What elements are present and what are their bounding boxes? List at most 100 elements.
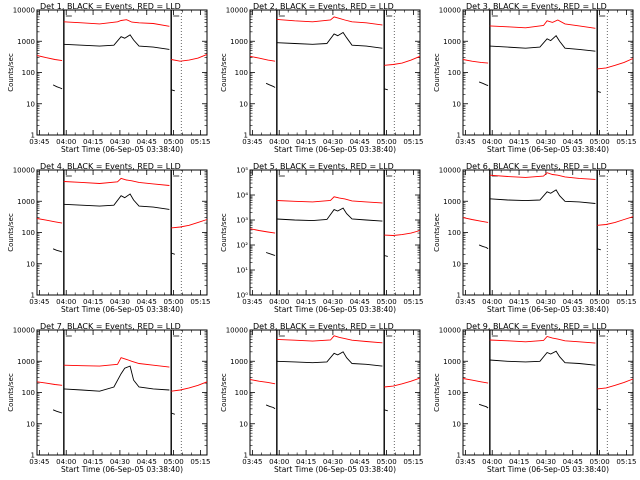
events-series-line <box>63 365 170 392</box>
events-series-line <box>489 189 596 204</box>
y-tick-label: 10000 <box>226 7 248 15</box>
lld-series-line <box>249 379 276 385</box>
panel-title: Det 9, BLACK = Events, RED = LLD <box>466 322 607 331</box>
events-series-line <box>52 409 63 414</box>
lld-series-line <box>462 217 489 223</box>
events-series-line <box>63 193 170 210</box>
lld-series-line <box>249 55 276 62</box>
x-tick-label: 05:15 <box>403 458 423 466</box>
x-tick-label: 05:15 <box>616 138 636 146</box>
lld-series-line <box>597 58 634 70</box>
x-tick-label: 05:15 <box>616 298 636 306</box>
lld-series-line <box>276 335 383 344</box>
lld-series-line <box>63 19 170 27</box>
panel-title: Det 6, BLACK = Events, RED = LLD <box>466 162 607 171</box>
y-tick-label: 1000 <box>443 38 461 46</box>
panel-title: Det 5, BLACK = Events, RED = LLD <box>253 162 394 171</box>
y-tick-label: 10 <box>26 100 35 108</box>
lld-series-line <box>384 230 421 236</box>
x-tick-label: 04:45 <box>563 458 583 466</box>
x-tick-label: 04:00 <box>482 298 502 306</box>
y-tick-label: 1000 <box>17 198 35 206</box>
plot-frame <box>249 169 421 296</box>
y-tick-label: 1000 <box>443 358 461 366</box>
y-tick-label: 100 <box>22 69 35 77</box>
y-axis-label: Counts/sec <box>7 53 15 92</box>
x-tick-label: 05:15 <box>403 298 423 306</box>
lld-series-line <box>384 55 421 66</box>
lld-series-line <box>36 55 63 62</box>
x-tick-label: 05:00 <box>163 138 183 146</box>
x-tick-label: 04:15 <box>296 458 316 466</box>
panel-det-2: Det 2, BLACK = Events, RED = LLD 1 10 100 10… <box>220 2 424 154</box>
events-series-line <box>171 252 175 255</box>
x-tick-label: 03:45 <box>455 298 475 306</box>
x-tick-label: 05:00 <box>376 298 396 306</box>
y-tick-label: 10000 <box>439 167 461 175</box>
panel-det-6: Det 6, BLACK = Events, RED = LLD 1 10 100 10… <box>433 162 637 314</box>
x-tick-label: 04:30 <box>323 298 343 306</box>
y-tick-label: 10000 <box>226 327 248 335</box>
x-tick-label: 04:00 <box>269 138 289 146</box>
x-tick-label: 04:00 <box>482 138 502 146</box>
events-series-line <box>52 248 63 253</box>
x-tick-label: 04:00 <box>56 458 76 466</box>
y-tick-label: 10 <box>452 420 461 428</box>
y-tick-label: 10¹ <box>236 267 248 275</box>
x-tick-label: 05:15 <box>403 138 423 146</box>
y-axis-label: Counts/sec <box>220 373 228 412</box>
x-axis-label: Start Time (06-Sep-05 03:38:40) <box>487 305 609 314</box>
events-series-line <box>478 403 489 409</box>
y-axis-label: Counts/sec <box>7 373 15 412</box>
lld-series-line <box>384 377 421 388</box>
lld-series-line <box>171 53 208 62</box>
x-tick-label: 04:30 <box>110 458 130 466</box>
x-tick-label: 05:00 <box>589 138 609 146</box>
lld-series-line <box>249 228 276 234</box>
x-tick-label: 05:00 <box>376 138 396 146</box>
y-tick-label: 100 <box>235 69 248 77</box>
x-tick-label: 04:45 <box>137 298 157 306</box>
lld-series-line <box>36 218 63 224</box>
x-tick-label: 04:15 <box>83 298 103 306</box>
x-tick-label: 03:45 <box>29 138 49 146</box>
y-tick-label: 1000 <box>230 358 248 366</box>
y-tick-label: 10000 <box>439 327 461 335</box>
y-tick-label: 10 <box>452 260 461 268</box>
x-tick-label: 04:45 <box>137 458 157 466</box>
lld-series-line <box>597 378 634 390</box>
y-axis-label: Counts/sec <box>7 213 15 252</box>
x-tick-label: 05:15 <box>190 458 210 466</box>
lld-series-line <box>171 219 208 229</box>
y-tick-label: 10⁵ <box>236 167 248 175</box>
x-tick-label: 04:30 <box>536 298 556 306</box>
x-tick-label: 04:30 <box>110 138 130 146</box>
x-axis-label: Start Time (06-Sep-05 03:38:40) <box>487 145 609 154</box>
x-tick-label: 03:45 <box>455 458 475 466</box>
x-tick-label: 04:15 <box>296 138 316 146</box>
lld-series-line <box>489 335 596 344</box>
x-tick-label: 03:45 <box>455 138 475 146</box>
events-series-line <box>52 84 63 90</box>
lld-series-line <box>63 357 170 368</box>
x-tick-label: 05:15 <box>616 458 636 466</box>
y-axis-label: Counts/sec <box>433 213 441 252</box>
y-tick-label: 10³ <box>236 217 248 225</box>
x-tick-label: 04:15 <box>83 458 103 466</box>
events-series-line <box>597 248 601 251</box>
events-series-line <box>171 89 175 92</box>
lld-series-line <box>276 16 383 26</box>
y-tick-label: 100 <box>22 229 35 237</box>
x-tick-label: 03:45 <box>242 138 262 146</box>
y-tick-label: 10 <box>452 100 461 108</box>
lld-series-line <box>36 381 63 386</box>
x-tick-label: 04:30 <box>536 458 556 466</box>
x-tick-label: 04:00 <box>269 458 289 466</box>
y-axis-label: Counts/sec <box>433 373 441 412</box>
events-series-line <box>597 408 601 411</box>
events-series-line <box>265 82 276 88</box>
x-tick-label: 05:15 <box>190 298 210 306</box>
y-tick-label: 1 <box>244 132 248 140</box>
events-series-line <box>63 34 170 50</box>
